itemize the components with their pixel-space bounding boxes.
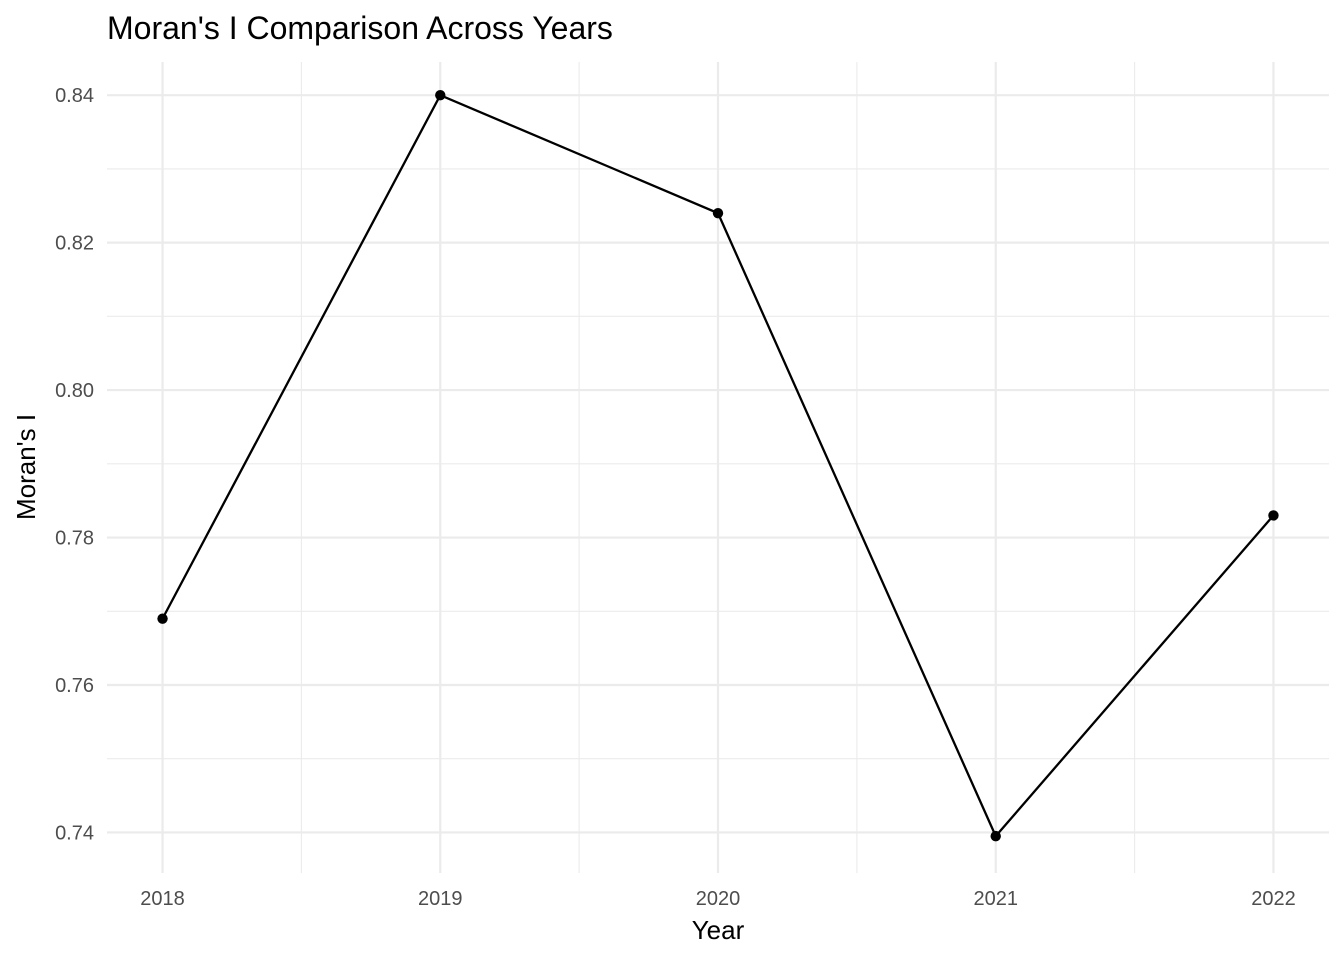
data-point	[435, 89, 446, 101]
y-tick-label: 0.74	[55, 822, 94, 844]
y-tick-label: 0.82	[55, 233, 94, 255]
x-tick-label: 2022	[1251, 888, 1296, 910]
x-tick-label: 2021	[973, 888, 1018, 910]
x-axis-title: Year	[692, 915, 745, 945]
tick-labels: 0.74 0.76 0.78 0.80 0.82 0.84 2018 2019 2020 2021…	[55, 85, 1296, 910]
y-tick-label: 0.78	[55, 528, 94, 550]
y-tick-label: 0.80	[55, 380, 94, 402]
data-point	[1268, 510, 1279, 521]
grid	[107, 62, 1329, 873]
x-tick-label: 2019	[418, 888, 463, 910]
x-tick-label: 2020	[696, 888, 741, 910]
chart-title: Moran's I Comparison Across Years	[107, 10, 613, 46]
y-axis-title: Moran's I	[11, 414, 41, 520]
data-point	[712, 207, 724, 219]
series-layer	[157, 89, 1279, 842]
data-point	[990, 830, 1001, 842]
y-tick-label: 0.76	[55, 675, 94, 697]
x-tick-label: 2018	[140, 888, 185, 910]
data-point	[157, 613, 168, 624]
y-tick-label: 0.84	[55, 85, 94, 107]
